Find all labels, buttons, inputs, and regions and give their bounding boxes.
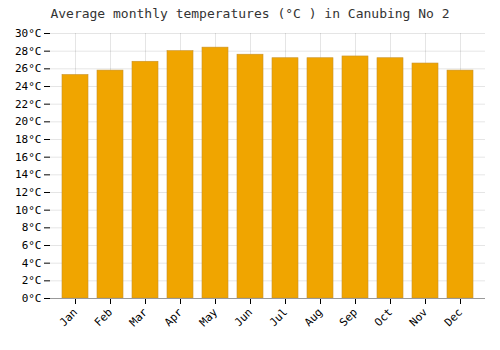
svg-text:30°C: 30°C — [15, 27, 42, 40]
html-text:Average monthly temperatures (: Average monthly temperatures (°C ) in Ca… — [50, 6, 450, 21]
svg-text:26°C: 26°C — [15, 62, 42, 75]
svg-text:2°C: 2°C — [22, 274, 42, 287]
svg-text:24°C: 24°C — [15, 80, 42, 93]
svg-text:Jul: Jul — [267, 306, 290, 329]
svg-text:8°C: 8°C — [22, 221, 42, 234]
svg-text:Sep: Sep — [337, 306, 360, 329]
svg-text:May: May — [197, 305, 221, 329]
svg-text:Aug: Aug — [302, 306, 325, 329]
svg-text:Jan: Jan — [57, 306, 80, 329]
svg-text:0°C: 0°C — [22, 292, 42, 305]
svg-text:Apr: Apr — [162, 305, 186, 329]
svg-text:28°C: 28°C — [15, 45, 42, 58]
svg-text:Mar: Mar — [127, 305, 151, 329]
svg-text:6°C: 6°C — [22, 239, 42, 252]
svg-text:Feb: Feb — [92, 306, 115, 329]
svg-text:Dec: Dec — [442, 306, 465, 329]
svg-text:20°C: 20°C — [15, 115, 42, 128]
svg-text:Oct: Oct — [372, 306, 395, 329]
svg-text:10°C: 10°C — [15, 204, 42, 217]
svg-text:Jun: Jun — [232, 306, 255, 329]
svg-text:22°C: 22°C — [15, 98, 42, 111]
svg-text:18°C: 18°C — [15, 133, 42, 146]
svg-text:4°C: 4°C — [22, 257, 42, 270]
svg-text:Nov: Nov — [407, 305, 431, 329]
svg-text:12°C: 12°C — [15, 186, 42, 199]
svg-text:14°C: 14°C — [15, 168, 42, 181]
svg-text:16°C: 16°C — [15, 151, 42, 164]
